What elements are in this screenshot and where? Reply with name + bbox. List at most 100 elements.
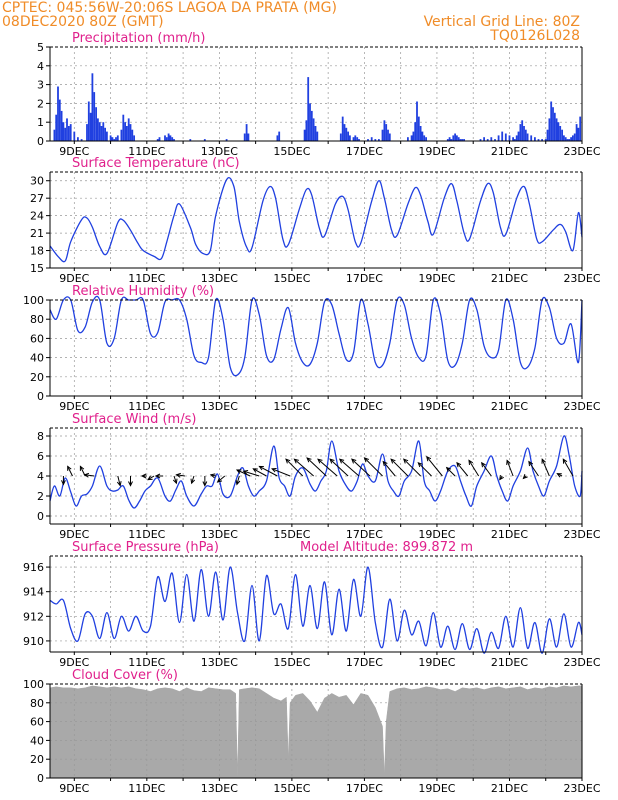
precip-bar	[534, 137, 536, 141]
x-date-label: 19DEC	[418, 145, 455, 158]
wind-arrow-head	[338, 458, 345, 464]
precip-bar	[77, 137, 79, 141]
precip-bar	[305, 120, 308, 141]
wind-arrow-shaft	[217, 475, 226, 483]
precip-bar	[563, 135, 565, 141]
precip-bar	[519, 124, 522, 141]
precip-bar	[91, 73, 94, 141]
y-tick-label: 4	[37, 470, 44, 483]
wind-arrow-head	[468, 459, 474, 465]
precip-bar	[115, 137, 117, 141]
precip-bar	[68, 126, 70, 141]
wind-arrow-head	[147, 475, 153, 481]
x-date-label: 11DEC	[128, 528, 165, 541]
y-tick-label: 80	[30, 697, 44, 710]
pres-series-line	[49, 566, 583, 654]
precip-bar	[69, 124, 72, 141]
y-tick-label: 20	[30, 371, 44, 384]
x-date-label: 13DEC	[201, 145, 238, 158]
x-date-label: 11DEC	[128, 145, 165, 158]
precip-bar	[461, 139, 464, 141]
wind-arrow-shaft	[481, 462, 492, 477]
precip-bar	[450, 139, 453, 141]
header-grid-line: Vertical Grid Line: 80Z	[423, 14, 580, 30]
wind-arrow-shaft	[147, 475, 155, 481]
precip-bar	[111, 137, 114, 141]
precip-bar	[490, 137, 493, 141]
x-date-label: 9DEC	[59, 400, 89, 413]
wind-panel: Surface Wind (m/s) 0 2 4 6 8 9DEC 11DEC 13DEC 15D…	[37, 412, 601, 541]
wind-arrow-shaft	[339, 458, 360, 477]
precip-bar	[459, 139, 462, 141]
x-date-label: 23DEC	[563, 656, 600, 669]
precip-bar	[316, 131, 319, 141]
precip-bar	[66, 118, 68, 141]
x-date-label: 15DEC	[273, 782, 310, 795]
precip-bar	[343, 124, 346, 141]
precip-bar	[278, 131, 281, 141]
precip-bar	[537, 139, 540, 141]
precip-bar	[548, 118, 551, 141]
precip-bar	[171, 137, 174, 141]
wind-arrow-shaft	[253, 468, 267, 477]
wind-arrow-head	[172, 478, 178, 485]
precip-bar	[102, 122, 105, 141]
precip-bar	[497, 135, 500, 141]
wind-arrow-shaft	[259, 465, 278, 477]
precip-bar	[381, 129, 384, 141]
precip-bar	[483, 137, 485, 141]
x-date-label: 19DEC	[418, 400, 455, 413]
x-date-label: 21DEC	[491, 145, 528, 158]
precip-bar	[310, 110, 313, 141]
precip-bar	[530, 135, 533, 141]
wind-arrow-head	[61, 480, 66, 486]
cloud-title: Cloud Cover (%)	[72, 668, 178, 683]
y-tick-label: 8	[37, 430, 44, 443]
x-date-label: 21DEC	[491, 782, 528, 795]
rh-panel: Relative Humidity (%) 0 20 40 60 80 100 9DEC 11D…	[23, 284, 601, 413]
y-tick-label: 80	[30, 313, 44, 326]
wind-arrow-head	[202, 481, 208, 487]
precip-bar	[104, 127, 106, 141]
cloud-cover-area	[49, 685, 583, 779]
x-date-label: 17DEC	[346, 400, 383, 413]
precip-bar	[349, 135, 351, 141]
pres-annotation: Model Altitude: 899.872 m	[300, 540, 473, 555]
precip-bar	[57, 86, 59, 141]
x-date-label: 13DEC	[201, 528, 238, 541]
wind-arrow-head	[363, 457, 369, 463]
precip-bar	[579, 116, 582, 141]
precip-bar	[552, 107, 554, 141]
precip-bar	[504, 133, 507, 141]
precip-bar	[407, 137, 409, 141]
precip-bar	[352, 137, 355, 141]
precip-bar	[173, 139, 175, 141]
x-date-label: 23DEC	[563, 782, 600, 795]
x-date-label: 23DEC	[563, 400, 600, 413]
wind-arrow-head	[390, 458, 396, 464]
precip-bar	[553, 112, 556, 141]
wind-arrow-head	[329, 458, 335, 464]
x-date-label: 23DEC	[563, 528, 600, 541]
x-date-label: 15DEC	[273, 400, 310, 413]
precip-bar	[417, 116, 420, 141]
wind-arrow-head	[258, 465, 264, 471]
wind-arrow-shaft	[390, 458, 409, 477]
precip-bar	[572, 135, 574, 141]
precip-bar	[303, 129, 306, 141]
x-date-label: 11DEC	[128, 782, 165, 795]
y-tick-label: 0	[37, 135, 44, 148]
wind-arrow-head	[252, 468, 258, 473]
precip-bar	[494, 139, 496, 141]
wind-arrow-head	[235, 479, 241, 486]
y-tick-label: 0	[37, 510, 44, 523]
precip-bar	[312, 118, 315, 141]
precip-bar	[425, 137, 427, 141]
wind-arrow-head	[528, 460, 534, 467]
wind-arrow-head	[140, 473, 147, 479]
x-date-label: 15DEC	[273, 528, 310, 541]
precip-bar	[463, 139, 465, 141]
precip-bar	[120, 129, 123, 141]
y-tick-label: 40	[30, 734, 44, 747]
